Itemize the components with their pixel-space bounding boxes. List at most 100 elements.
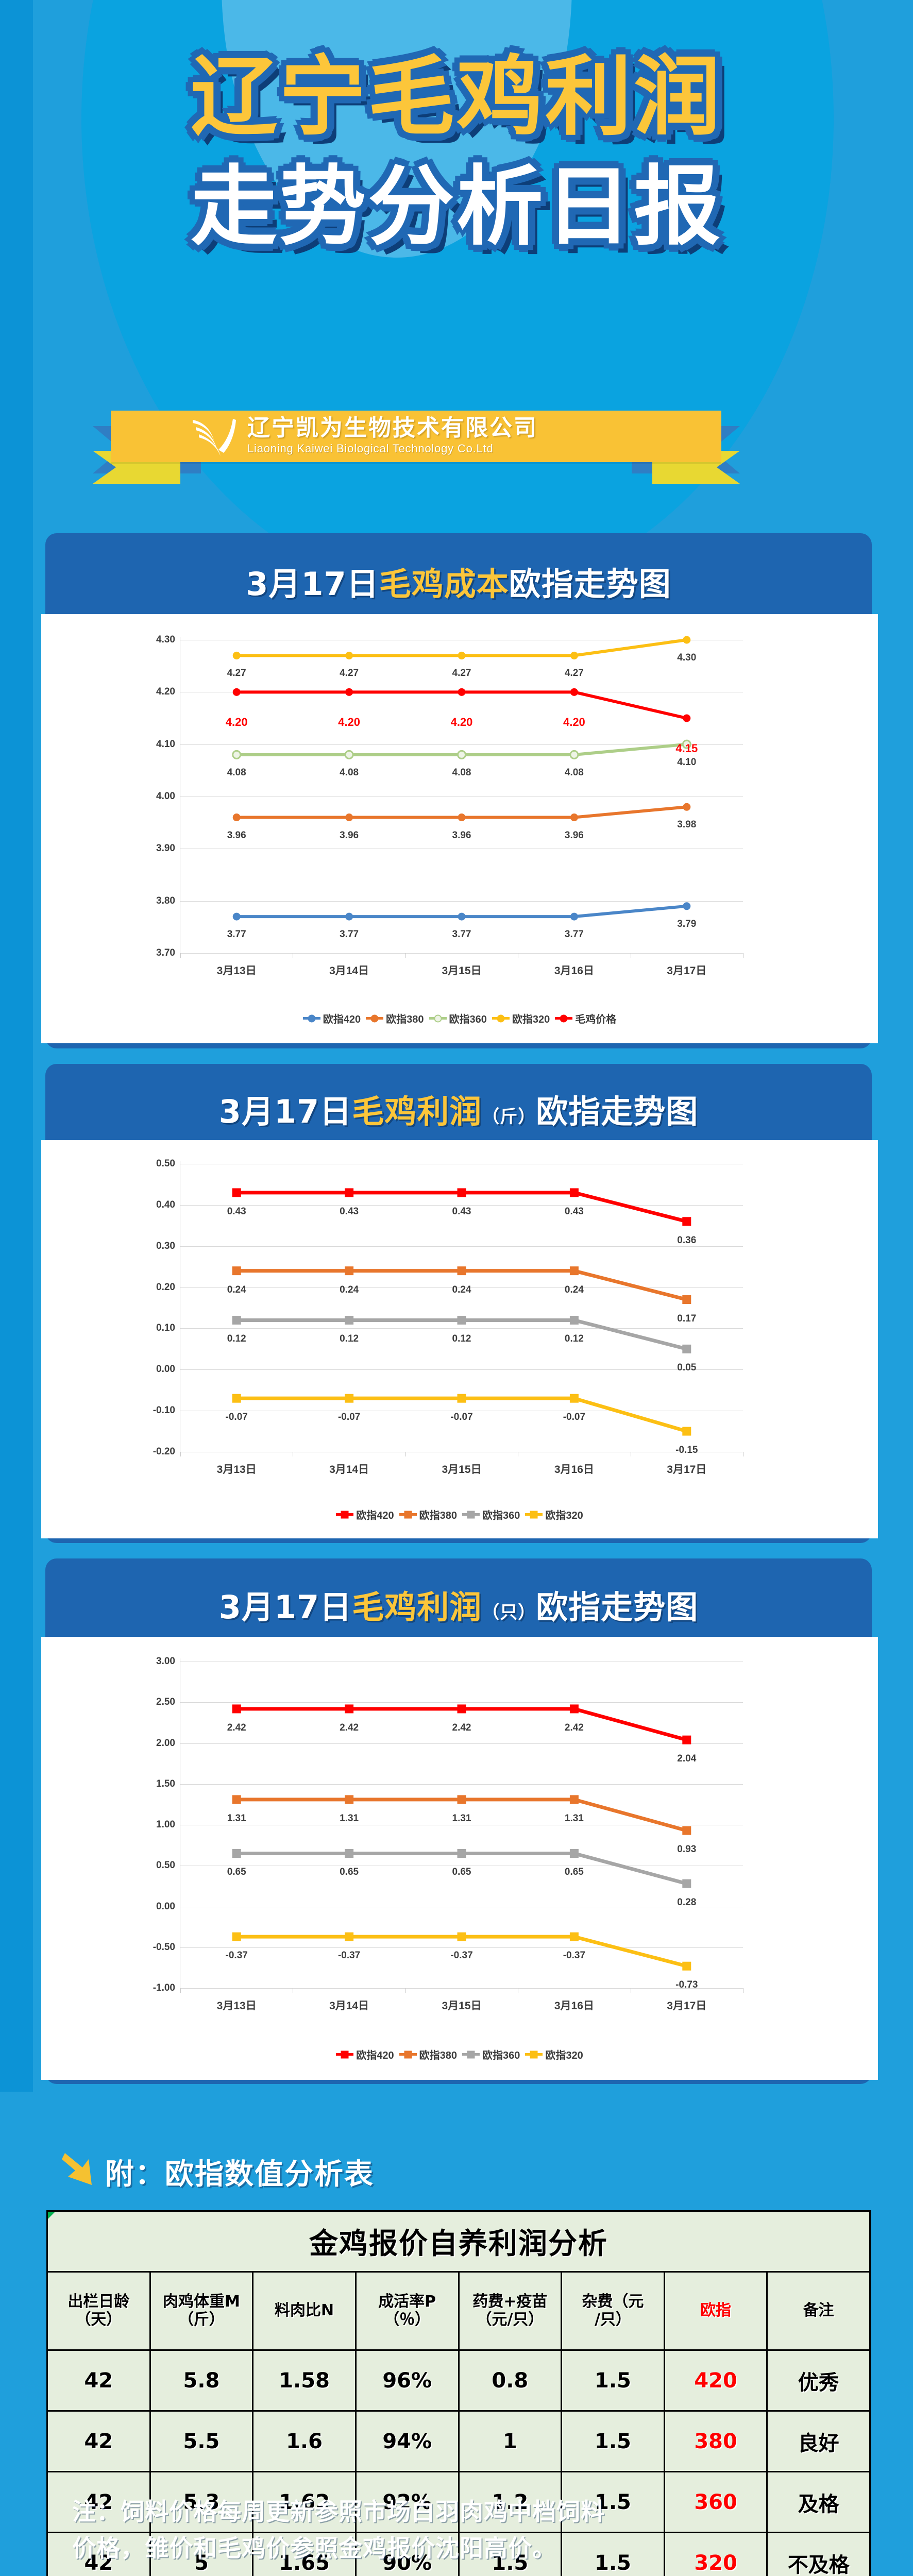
table-row: 42 5.8 1.58 96% 0.8 1.5 420 优秀	[46, 2349, 871, 2412]
y-axis-tick-label: 4.10	[156, 738, 175, 750]
gridline	[180, 1784, 743, 1785]
series-line	[235, 690, 688, 720]
series-marker	[569, 1849, 579, 1858]
data-label: 1.31	[564, 1812, 584, 1824]
data-label: 0.43	[227, 1206, 246, 1217]
gridline	[180, 1205, 743, 1206]
data-label: 3.79	[677, 918, 697, 929]
table-cell: 及格	[766, 2471, 871, 2533]
gridline	[180, 1246, 743, 1247]
data-label: 0.28	[677, 1897, 697, 1908]
legend-item[interactable]: 欧指320	[492, 1011, 550, 1026]
series-marker	[682, 1295, 691, 1304]
x-axis-tick	[405, 1988, 406, 1993]
data-label: 4.20	[450, 716, 473, 729]
legend-item[interactable]: 欧指360	[429, 1011, 487, 1026]
panel-title-unit: （只）	[482, 1602, 536, 1623]
legend-item[interactable]: 欧指420	[336, 1507, 394, 1522]
legend-marker	[341, 1511, 349, 1518]
legend-marker	[404, 2050, 412, 2058]
legend-item[interactable]: 欧指380	[399, 1507, 457, 1522]
series-marker	[345, 1315, 354, 1325]
chart-legend: 欧指420 欧指380 欧指360 欧指320	[41, 2047, 878, 2062]
series-layer	[232, 636, 691, 921]
table-header-cell: 出栏日龄 （天）	[46, 2271, 151, 2351]
series-marker	[232, 1704, 241, 1714]
hero-title-line1: 辽宁毛鸡利润	[191, 46, 722, 147]
gridline	[180, 901, 743, 902]
x-axis-tick	[405, 953, 406, 958]
legend-item[interactable]: 欧指360	[462, 1507, 520, 1522]
table-header-cell: 成活率P （％）	[354, 2271, 460, 2351]
chart-cost[interactable]: 3.70 3.80 3.90 4.00 4.10 4.20 4.30 3月13日 3月14日 3月…	[41, 614, 878, 1043]
data-label: 4.08	[564, 767, 584, 778]
legend-item[interactable]: 欧指420	[336, 2047, 394, 2062]
series-marker	[345, 1394, 354, 1403]
data-label: 0.65	[340, 1867, 359, 1878]
series-marker	[345, 1932, 354, 1941]
table-cell: 1.62	[252, 2471, 357, 2533]
legend-label: 欧指420	[323, 1014, 361, 1025]
legend-label: 欧指380	[386, 1014, 424, 1025]
company-ribbon: 辽宁凯为生物技术有限公司 Liaoning Kaiwei Biological …	[72, 399, 757, 484]
chart-profit-zhi[interactable]: -1.00 -0.50 0.00 0.50 1.00 1.50 2.00 2.50 3.00 3月…	[41, 1637, 878, 2080]
table-header-cell: 备注	[766, 2271, 871, 2351]
table-row: 42 5.3 1.62 92% 1.2 1.5 360 及格	[46, 2471, 871, 2533]
legend-item[interactable]: 欧指320	[525, 2047, 583, 2062]
data-label: 2.42	[452, 1722, 471, 1733]
gridline	[180, 744, 743, 745]
series-marker	[570, 651, 578, 659]
y-axis-tick-label: -0.20	[153, 1446, 175, 1457]
legend-item[interactable]: 欧指380	[399, 2047, 457, 2062]
x-axis-tick	[180, 953, 181, 958]
data-label: 0.17	[677, 1313, 697, 1324]
x-axis-label: 3月17日	[667, 965, 707, 977]
series-marker	[682, 739, 691, 749]
legend-item[interactable]: 欧指420	[302, 1011, 361, 1026]
data-label: 3.96	[227, 829, 246, 841]
legend-label: 欧指320	[545, 1510, 583, 1521]
data-label: 0.12	[227, 1333, 246, 1345]
legend-swatch	[555, 1014, 573, 1022]
legend-marker	[467, 2050, 475, 2058]
legend-swatch	[525, 1511, 543, 1518]
data-label: -0.73	[675, 1979, 698, 1991]
series-marker	[457, 1188, 466, 1197]
kaiwei-logo-icon	[193, 419, 236, 456]
series-marker	[232, 1795, 241, 1804]
y-axis-tick-label: 3.80	[156, 895, 175, 906]
gridline	[180, 1328, 743, 1329]
data-label: 0.24	[452, 1284, 471, 1295]
data-label: 3.77	[564, 929, 584, 940]
table-row: 42 5.5 1.6 94% 1 1.5 380 良好	[46, 2410, 871, 2472]
series-marker	[232, 1932, 241, 1941]
legend-marker	[404, 1511, 412, 1518]
series-marker	[569, 1394, 579, 1403]
footnote-line2: 价格，雏价和毛鸡价参照金鸡报价沈阳高价。	[72, 2534, 556, 2563]
legend-item[interactable]: 欧指360	[462, 2047, 520, 2062]
legend-item[interactable]: 毛鸡价格	[555, 1011, 616, 1026]
series-marker	[458, 912, 466, 921]
series-marker	[458, 651, 466, 659]
table-cell: 1.65	[252, 2532, 357, 2576]
data-label: 0.36	[677, 1234, 697, 1246]
legend-item[interactable]: 欧指320	[525, 1507, 583, 1522]
data-label: 3.96	[340, 829, 359, 841]
data-label: -0.37	[450, 1950, 473, 1961]
legend-marker	[308, 1014, 316, 1022]
legend-label: 欧指420	[356, 2050, 394, 2061]
legend-item[interactable]: 欧指380	[366, 1011, 424, 1026]
series-marker	[232, 1315, 241, 1325]
y-axis-tick-label: 0.30	[156, 1240, 175, 1251]
data-label: 4.27	[452, 668, 471, 679]
x-axis-label: 3月13日	[216, 1464, 257, 1476]
footnote-line1: 注：饲料价格每周更新参照市场白羽肉鸡中档饲料	[72, 2498, 605, 2526]
series-marker	[569, 1188, 579, 1197]
data-label: -0.07	[225, 1412, 248, 1423]
data-label: 4.27	[227, 668, 246, 679]
x-axis-label: 3月16日	[554, 2000, 594, 2012]
series-marker	[683, 902, 691, 910]
data-label: -0.07	[450, 1412, 473, 1423]
chart-profit-jin[interactable]: -0.20 -0.10 0.00 0.10 0.20 0.30 0.40 0.50 3月13日 3…	[41, 1140, 878, 1538]
gridline	[180, 1947, 743, 1948]
